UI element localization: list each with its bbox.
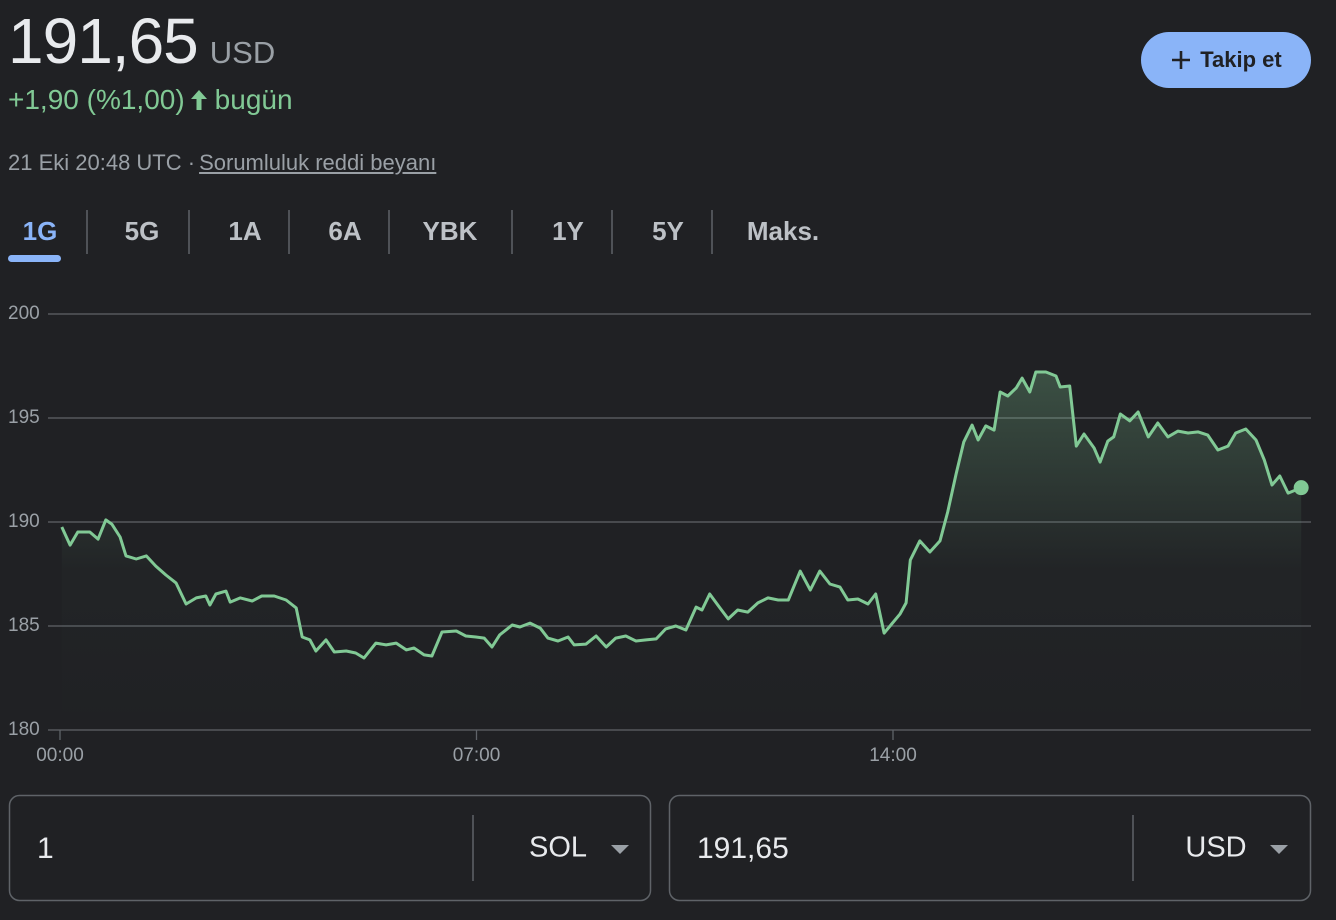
dropdown-arrow[interactable] xyxy=(1270,845,1288,854)
disclaimer-link[interactable]: Sorumluluk reddi beyanı xyxy=(199,150,437,175)
plus-icon xyxy=(1172,51,1191,69)
price-row: 191,65 USD xyxy=(8,4,275,78)
tab[interactable]: 1Y xyxy=(552,216,584,246)
end-point xyxy=(1293,480,1309,496)
from-amount[interactable]: 1 xyxy=(37,832,54,865)
area xyxy=(61,372,1302,730)
from-unit[interactable]: SOL xyxy=(529,832,587,864)
y-tick-label: 200 xyxy=(8,303,40,324)
x-tick-label: 00:00 xyxy=(36,745,84,766)
timestamp: 21 Eki 20:48 UTC · xyxy=(8,150,196,175)
tab[interactable]: 1A xyxy=(228,216,261,246)
tab-bar: 1G 5G 1A 6A YBK 1Y 5Y Maks. xyxy=(23,210,819,254)
follow-label: Takip et xyxy=(1200,47,1282,72)
time-row: 21 Eki 20:48 UTC · Sorumluluk reddi beyan… xyxy=(8,150,436,176)
tab[interactable]: 1G xyxy=(23,216,58,246)
change-row: +1,90 (%1,00) bugün xyxy=(8,84,293,116)
y-tick-label: 195 xyxy=(8,407,40,428)
currency: USD xyxy=(209,35,276,70)
y-tick-label: 185 xyxy=(8,615,40,636)
tab[interactable]: 5Y xyxy=(652,216,684,246)
to-unit[interactable]: USD xyxy=(1185,832,1246,864)
tab[interactable]: Maks. xyxy=(747,216,819,246)
follow-button[interactable]: Takip et xyxy=(1141,32,1311,88)
period: bugün xyxy=(214,84,293,115)
tab[interactable]: YBK xyxy=(423,216,478,246)
x-tick-label: 14:00 xyxy=(869,745,917,766)
change: +1,90 (%1,00) xyxy=(8,84,185,115)
y-tick-label: 190 xyxy=(8,511,40,532)
to-amount[interactable]: 191,65 xyxy=(697,832,789,865)
dropdown-arrow[interactable] xyxy=(611,845,629,854)
y-tick-label: 180 xyxy=(8,719,40,740)
price: 191,65 xyxy=(8,5,199,77)
converter: 1 SOL 191,65 USD xyxy=(8,794,1312,902)
to-box[interactable] xyxy=(668,794,1312,902)
tab[interactable]: 5G xyxy=(125,216,160,246)
tab-underline xyxy=(8,255,61,262)
from-box[interactable] xyxy=(8,794,652,902)
plot: 180 185 190 195 200 00:00 07:00 14:00 xyxy=(8,303,1311,766)
x-tick-label: 07:00 xyxy=(453,745,501,766)
up-arrow xyxy=(190,90,207,110)
tab[interactable]: 6A xyxy=(328,216,361,246)
price-line xyxy=(60,370,1302,660)
